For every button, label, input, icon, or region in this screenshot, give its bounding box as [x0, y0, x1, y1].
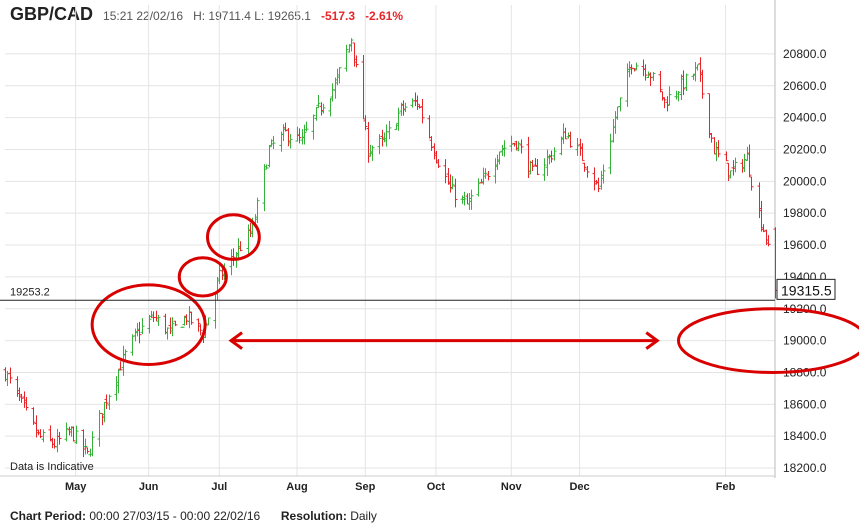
x-tick-label: Nov — [501, 481, 523, 493]
y-tick-label: 18200.0 — [783, 461, 827, 475]
last-price-label: 19315.5 — [781, 282, 832, 298]
grid — [0, 5, 775, 477]
timestamp: 15:21 22/02/16 — [103, 9, 184, 23]
annotation-ellipse — [206, 213, 261, 261]
x-tick-label: Oct — [427, 481, 446, 493]
annotation-ellipse — [90, 283, 207, 366]
reference-line-label: 19253.2 — [10, 286, 50, 298]
y-tick-label: 19600.0 — [783, 238, 827, 252]
annotation-arrowhead-right — [645, 331, 660, 350]
y-tick-label: 20400.0 — [783, 111, 827, 125]
chart-period-value: 00:00 27/03/15 - 00:00 22/02/16 — [89, 509, 261, 523]
x-tick-label: Aug — [286, 481, 307, 493]
chart-footer: Chart Period: 00:00 27/03/15 - 00:00 22/… — [10, 509, 377, 523]
y-tick-label: 20600.0 — [783, 79, 827, 93]
x-axis: May Jun Jul Aug Sep Oct Nov Dec Feb — [65, 481, 736, 493]
resolution-label: Resolution: — [280, 509, 347, 523]
x-tick-label: Jul — [211, 481, 227, 493]
annotation-ellipse — [676, 307, 859, 374]
change-percent: -2.61% — [365, 9, 404, 23]
x-tick-label: May — [65, 481, 87, 493]
change-value: -517.3 — [320, 9, 355, 23]
chart-period-label: Chart Period: — [10, 509, 87, 523]
resolution-value: Daily — [350, 509, 377, 523]
high-low-readout: H: 19711.4 L: 19265.1 — [193, 9, 311, 23]
y-tick-label: 20800.0 — [783, 47, 827, 61]
ohlc-bars — [3, 38, 778, 458]
y-tick-label: 20200.0 — [783, 142, 827, 156]
x-tick-label: Sep — [355, 481, 375, 493]
price-chart[interactable]: 18200.018400.018600.018800.019000.019200… — [0, 0, 859, 505]
y-tick-label: 20000.0 — [783, 174, 827, 188]
annotations — [90, 213, 859, 374]
y-axis: 18200.018400.018600.018800.019000.019200… — [783, 47, 827, 475]
y-tick-label: 19800.0 — [783, 206, 827, 220]
symbol-title: GBP/CAD — [10, 4, 94, 24]
y-tick-label: 19000.0 — [783, 334, 827, 348]
last-price-box — [776, 278, 836, 300]
y-tick-label: 18400.0 — [783, 429, 827, 443]
indicative-note: Data is Indicative — [10, 461, 94, 473]
x-tick-label: Jun — [139, 481, 159, 493]
y-tick-label: 18600.0 — [783, 397, 827, 411]
x-tick-label: Dec — [569, 481, 589, 493]
chart-header: GBP/CAD 15:21 22/02/16 H: 19711.4 L: 192… — [10, 4, 403, 28]
annotation-arrowhead-left — [228, 331, 243, 350]
annotation-ellipse — [177, 256, 228, 298]
x-tick-label: Feb — [716, 481, 736, 493]
